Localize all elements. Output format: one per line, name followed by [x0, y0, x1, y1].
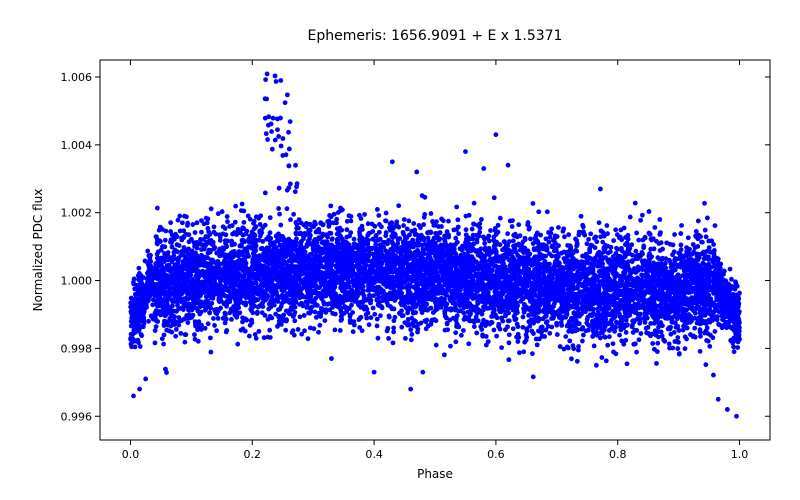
y-tick-label: 0.996 [61, 410, 93, 423]
x-tick-label: 0.8 [609, 448, 627, 461]
x-tick-label: 0.2 [244, 448, 262, 461]
x-axis-label: Phase [417, 467, 453, 481]
x-tick-label: 0.4 [365, 448, 383, 461]
x-tick-label: 1.0 [731, 448, 749, 461]
y-tick-label: 1.000 [61, 275, 93, 288]
y-tick-label: 1.002 [61, 207, 93, 220]
y-axis-label: Normalized PDC flux [31, 189, 45, 312]
figure-container: Ephemeris: 1656.9091 + E x 1.5371 0.0 0.2… [0, 0, 800, 500]
y-tick-label: 0.998 [61, 342, 93, 355]
y-tick-label: 1.004 [61, 139, 93, 152]
scatter-points [128, 72, 742, 419]
y-tick-label: 1.006 [61, 71, 93, 84]
x-tick-label: 0.6 [487, 448, 505, 461]
scatter-chart: Ephemeris: 1656.9091 + E x 1.5371 0.0 0.2… [0, 0, 800, 500]
chart-title: Ephemeris: 1656.9091 + E x 1.5371 [308, 28, 563, 44]
x-tick-label: 0.0 [122, 448, 140, 461]
